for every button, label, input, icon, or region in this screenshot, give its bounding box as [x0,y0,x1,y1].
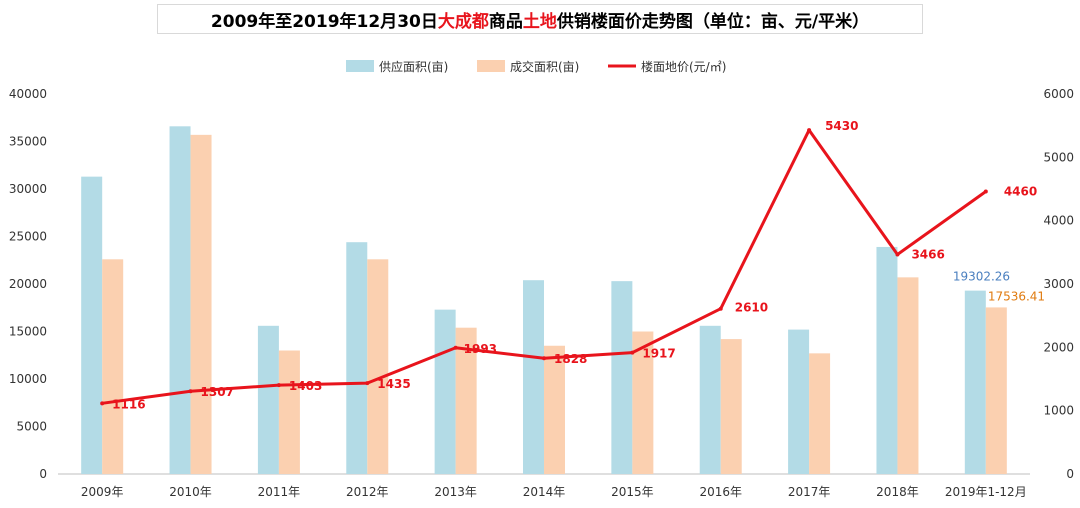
price-point [983,189,988,194]
legend-label-price: 楼面地价(元/㎡) [641,59,726,74]
price-label: 1116 [112,397,145,411]
supply-bar [523,280,544,474]
deal-bar [544,345,565,474]
deal-bar [720,339,742,474]
price-point [365,381,370,386]
supply-bar [346,242,368,474]
supply-bar [876,246,898,474]
left-axis-tick: 30000 [9,182,47,196]
price-label: 1917 [642,347,675,361]
chart-title: 2009年至2019年12月30日 大成都 商品 土地 供销楼面价走势图（单位：亩、元/… [157,4,923,34]
title-part-5: 供销楼面价走势图（单位：亩、元/平米） [556,11,870,32]
data-labels: 1116 1307 1403 1435 1993 1828 1917 2610 5430 3466… [112,119,1045,411]
supply-bar [699,325,721,474]
x-axis-tick: 2017年 [788,485,831,499]
left-axis-tick: 5000 [16,420,47,434]
legend-swatch-deal [477,60,505,72]
price-label: 1435 [377,377,410,391]
x-axis-tick: 2009年 [81,485,124,499]
deal-bar [102,259,124,474]
right-axis: 0 1000 2000 3000 4000 5000 6000 [1043,87,1074,481]
legend-swatch-supply [346,60,374,72]
deal-bar [278,350,300,474]
right-axis-tick: 1000 [1043,404,1074,418]
supply-bar [434,309,456,474]
price-label: 1403 [289,379,322,393]
price-line [100,128,988,406]
deal-bar [190,134,212,474]
deal-bar [809,353,831,474]
x-axis-tick: 2015年 [611,485,654,499]
supply-bar [611,281,633,474]
legend: 供应面积(亩) 成交面积(亩) 楼面地价(元/㎡) [346,59,726,74]
price-point [276,383,281,388]
left-axis-tick: 0 [39,467,47,481]
price-point [100,401,105,406]
supply-bar [788,329,810,474]
x-axis-tick: 2010年 [169,485,212,499]
title-part-1: 2009年至2019年12月30日 [210,11,438,32]
price-point [718,306,723,311]
price-point [630,350,635,355]
x-axis-tick: 2011年 [258,485,301,499]
legend-label-supply: 供应面积(亩) [379,59,448,74]
title-part-4: 土地 [522,11,557,32]
supply-bar [81,176,103,474]
right-axis-tick: 3000 [1043,277,1074,291]
price-point [807,128,812,133]
price-point [453,345,458,350]
right-axis-tick: 4000 [1043,214,1074,228]
supply-bar [257,325,279,474]
x-axis: 2009年 2010年 2011年 2012年 2013年 2014年 2015年 2016年… [81,485,1027,499]
supply-value-label: 19302.26 [953,270,1010,284]
x-axis-tick: 2014年 [523,485,566,499]
price-label: 1828 [554,352,587,366]
price-label: 3466 [911,247,944,261]
price-label: 5430 [825,119,858,133]
x-axis-tick: 2016年 [699,485,742,499]
title-part-2: 大成都 [437,11,489,32]
legend-label-deal: 成交面积(亩) [510,59,579,74]
bars [81,126,1007,475]
x-axis-tick: 2012年 [346,485,389,499]
supply-bar [169,126,191,475]
left-axis-tick: 20000 [9,277,47,291]
deal-bar [985,307,1007,474]
left-axis-tick: 40000 [9,87,47,101]
price-label: 4460 [1004,185,1037,199]
x-axis-tick: 2019年1-12月 [945,485,1027,499]
price-point [188,389,193,394]
deal-bar [367,259,389,474]
x-axis-tick: 2018年 [876,485,919,499]
deal-bar [455,327,477,474]
left-axis: 0 5000 10000 15000 20000 25000 30000 35000 40000 [9,87,47,481]
price-label: 1307 [201,385,234,399]
deal-bar [632,331,654,474]
right-axis-tick: 6000 [1043,87,1074,101]
deal-value-label: 17536.41 [988,289,1045,303]
right-axis-tick: 0 [1066,467,1074,481]
left-axis-tick: 35000 [9,135,47,149]
title-part-3: 商品 [488,11,523,32]
supply-bar [964,290,986,474]
right-axis-tick: 5000 [1043,150,1074,164]
right-axis-tick: 2000 [1043,340,1074,354]
price-label: 2610 [735,301,768,315]
price-label: 1993 [464,342,497,356]
price-point [895,252,900,257]
deal-bar [897,277,919,474]
x-axis-tick: 2013年 [434,485,477,499]
price-point [542,356,546,361]
left-axis-tick: 25000 [9,230,47,244]
left-axis-tick: 10000 [9,372,47,386]
left-axis-tick: 15000 [9,325,47,339]
